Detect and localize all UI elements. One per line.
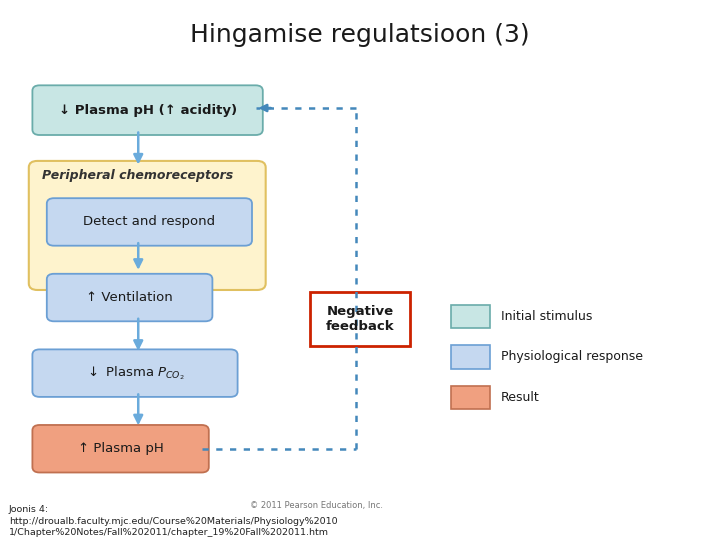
Text: Physiological response: Physiological response bbox=[501, 350, 643, 363]
Text: $\downarrow$ Plasma $P_{CO_2}$: $\downarrow$ Plasma $P_{CO_2}$ bbox=[85, 364, 185, 382]
FancyBboxPatch shape bbox=[32, 85, 263, 135]
FancyBboxPatch shape bbox=[29, 161, 266, 290]
FancyBboxPatch shape bbox=[32, 349, 238, 397]
Text: ↑ Ventilation: ↑ Ventilation bbox=[86, 291, 173, 304]
Text: Initial stimulus: Initial stimulus bbox=[501, 310, 593, 323]
Text: Hingamise regulatsioon (3): Hingamise regulatsioon (3) bbox=[190, 23, 530, 47]
Text: Result: Result bbox=[501, 391, 540, 404]
FancyBboxPatch shape bbox=[47, 198, 252, 246]
FancyBboxPatch shape bbox=[310, 292, 410, 346]
Text: ↓ Plasma pH (↑ acidity): ↓ Plasma pH (↑ acidity) bbox=[58, 104, 237, 117]
FancyBboxPatch shape bbox=[451, 345, 490, 369]
FancyBboxPatch shape bbox=[32, 425, 209, 472]
Text: © 2011 Pearson Education, Inc.: © 2011 Pearson Education, Inc. bbox=[251, 501, 383, 510]
Text: Joonis 4:
http://droualb.faculty.mjc.edu/Course%20Materials/Physiology%2010
1/Ch: Joonis 4: http://droualb.faculty.mjc.edu… bbox=[9, 505, 337, 537]
FancyBboxPatch shape bbox=[451, 305, 490, 328]
Text: Peripheral chemoreceptors: Peripheral chemoreceptors bbox=[42, 169, 233, 183]
Text: Detect and respond: Detect and respond bbox=[84, 215, 215, 228]
Text: ↑ Plasma pH: ↑ Plasma pH bbox=[78, 442, 163, 455]
FancyBboxPatch shape bbox=[451, 386, 490, 409]
Text: Negative
feedback: Negative feedback bbox=[325, 305, 395, 333]
FancyBboxPatch shape bbox=[47, 274, 212, 321]
